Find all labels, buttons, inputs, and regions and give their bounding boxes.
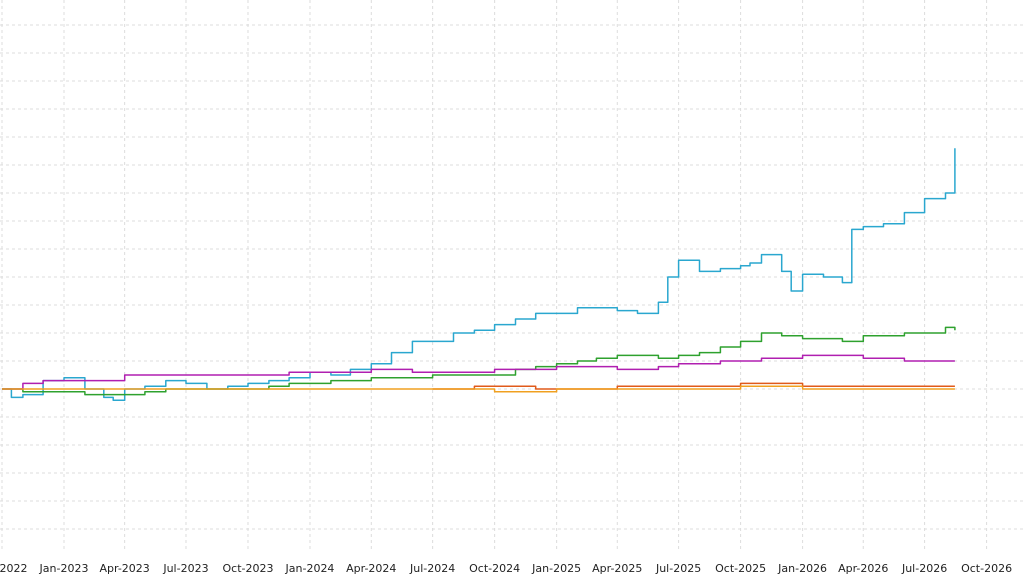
x-tick-label: Jul-2023: [162, 562, 208, 575]
x-tick-label: Jul-2024: [409, 562, 455, 575]
series-group: [2, 148, 956, 401]
x-tick-label: Oct-2025: [715, 562, 766, 575]
x-tick-label: Oct-2024: [469, 562, 520, 575]
series-line-4: [432, 382, 955, 390]
x-tick-label: Oct-2026: [961, 562, 1012, 575]
x-tick-label: Oct-2022: [0, 562, 27, 575]
x-tick-label: Jan-2025: [531, 562, 581, 575]
x-tick-label: Jan-2024: [285, 562, 335, 575]
x-tick-label: Jan-2026: [777, 562, 827, 575]
x-tick-label: Apr-2026: [838, 562, 888, 575]
x-tick-label: Jul-2025: [655, 562, 701, 575]
x-tick-label: Apr-2023: [100, 562, 150, 575]
series-line-3: [2, 354, 955, 390]
x-axis-ticks: Oct-2022 Jan-2023 Apr-2023 Jul-2023 Oct-2023…: [0, 562, 1012, 575]
x-tick-label: Oct-2023: [222, 562, 273, 575]
x-tick-label: Apr-2025: [592, 562, 642, 575]
series-line-5: [2, 385, 955, 393]
x-tick-label: Apr-2024: [346, 562, 396, 575]
x-tick-label: Jul-2026: [901, 562, 947, 575]
x-tick-label: Jan-2023: [39, 562, 89, 575]
